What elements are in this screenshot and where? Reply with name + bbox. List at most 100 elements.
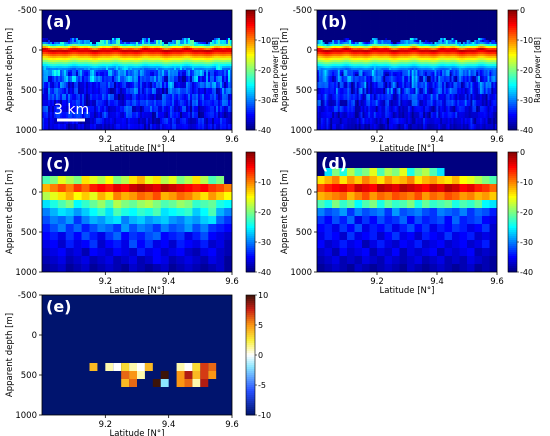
heat-cell [332, 232, 340, 241]
heat-cell [137, 256, 146, 265]
heat-cell [42, 264, 51, 272]
heat-cell [208, 248, 217, 257]
heat-cell [392, 216, 400, 225]
heat-cell [121, 256, 130, 265]
heat-cell [105, 200, 114, 209]
heat-cell [73, 160, 82, 169]
heat-cell [208, 168, 217, 177]
heat-cell [49, 168, 59, 177]
heat-cell [113, 184, 122, 193]
heat-cell [347, 208, 355, 217]
heat-cell [42, 232, 51, 241]
heat-cell [105, 192, 114, 201]
heat-cell [224, 240, 232, 249]
heat-cell [474, 216, 483, 225]
heat-cell [176, 184, 185, 193]
heat-cell [224, 224, 232, 233]
panel-0: 9.2 9.4 9.6 -500 0 500 1000 Latitude [N°] Appare… [5, 6, 280, 154]
heat-cell [89, 152, 98, 161]
heat-cell [444, 256, 453, 265]
heat-cell [192, 264, 201, 272]
plot-frame [316, 9, 498, 131]
heat-cell [176, 379, 185, 387]
heat-cell [176, 248, 185, 257]
heat-cell [444, 240, 453, 249]
heat-cell [467, 256, 475, 265]
heat-cell [444, 216, 453, 225]
heat-cell [184, 216, 193, 225]
heat-cell [459, 168, 468, 177]
heat-cell [489, 168, 497, 177]
heat-cell [192, 248, 201, 257]
heat-cell [113, 264, 122, 272]
heat-cell [184, 192, 193, 201]
heat-cell [57, 248, 67, 257]
heat-cell [89, 208, 98, 217]
heat-cell [407, 168, 415, 177]
heat-cell [81, 248, 90, 257]
heat-cell [216, 240, 225, 249]
heat-cell [407, 200, 415, 209]
heat-cell [467, 232, 475, 241]
heat-cell [224, 216, 232, 225]
heat-cell [489, 248, 497, 257]
heat-cell [89, 256, 98, 265]
y-tick-label: -500 [18, 291, 37, 301]
heat-cell [49, 224, 59, 233]
heat-cell [105, 363, 114, 371]
heat-cell [49, 264, 59, 272]
heat-cell [332, 160, 340, 169]
heat-cell [384, 248, 393, 257]
heat-cell [97, 160, 106, 169]
heat-cell [42, 224, 51, 233]
heat-cell [152, 192, 162, 201]
y-tick-label: 500 [21, 371, 37, 381]
heat-cell [137, 224, 146, 233]
heat-cell [362, 160, 370, 169]
heat-cell [399, 208, 408, 217]
heat-cell [422, 232, 430, 241]
heat-cell [176, 256, 185, 265]
heat-cell [89, 192, 98, 201]
heat-cell [192, 184, 201, 193]
heat-cell [65, 160, 74, 169]
heat-cell [339, 224, 348, 233]
colorbar-tick-label: -10 [520, 36, 533, 45]
heat-cell [332, 224, 340, 233]
heat-cell [444, 232, 453, 241]
heat-cell [160, 379, 169, 387]
heat-cell [459, 208, 468, 217]
heat-cell [42, 192, 51, 201]
heat-cell [113, 216, 122, 225]
heat-cell [105, 152, 114, 161]
heat-cell [332, 176, 340, 185]
heat-cell [467, 192, 475, 201]
heat-cell [354, 248, 363, 257]
heat-cell [399, 240, 408, 249]
heat-cell [369, 152, 378, 161]
heat-cell [176, 208, 185, 217]
heat-cell [392, 200, 400, 209]
heat-cell [160, 160, 169, 169]
heat-cell [459, 256, 468, 265]
heat-cell [176, 264, 185, 272]
colorbar-tick-label: 5 [258, 321, 263, 330]
heat-cell [168, 232, 177, 241]
heat-cell [437, 248, 445, 257]
heat-cell [81, 200, 90, 209]
heat-cell [216, 224, 225, 233]
heat-cell [414, 192, 423, 201]
heat-cell [474, 224, 483, 233]
heat-cell [137, 216, 146, 225]
heat-cell [208, 208, 217, 217]
heat-cell [129, 232, 138, 241]
heat-cell [121, 184, 130, 193]
x-tick-label: 9.2 [370, 135, 384, 145]
heat-cell [452, 160, 460, 169]
heat-cell [467, 184, 475, 193]
heat-cell [168, 248, 177, 257]
heat-cell [121, 152, 130, 161]
heat-cell [399, 176, 408, 185]
heat-cell [81, 224, 90, 233]
